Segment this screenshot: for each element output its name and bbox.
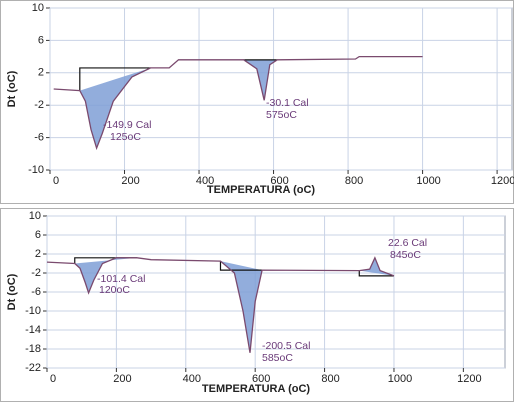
peak-annotation: -101.4 Cal [97, 273, 145, 285]
y-tick-label: -10 [28, 164, 44, 176]
peak-annotation: 22.6 Cal [388, 237, 427, 249]
x-axis-title: TEMPERATURA (oC) [207, 184, 315, 196]
x-tick-label: 200 [113, 373, 131, 385]
x-tick-label: 800 [345, 175, 363, 187]
y-tick-label: -2 [31, 267, 41, 279]
peak-area [74, 257, 138, 293]
peak-baseline [79, 67, 151, 91]
chart-panel: -10 -6 -2 2 6 10 0 200 400 600 800 1000 1200 TEMPERAT… [0, 0, 514, 204]
y-tick-label: -22 [25, 362, 41, 374]
x-tick-label: 1200 [457, 373, 481, 385]
y-tick-label: -10 [25, 305, 41, 317]
y-tick-label: -6 [31, 286, 41, 298]
peak-annotation: -149.9 Cal [103, 119, 151, 131]
x-tick-label: 1000 [416, 175, 440, 187]
y-tick-label: 2 [38, 67, 44, 79]
x-tick-label: 800 [321, 373, 339, 385]
x-tick-label: 1200 [491, 175, 514, 187]
peak-annotation: 845oC [390, 249, 421, 261]
dta-curve [53, 55, 423, 151]
peak-baseline [358, 270, 394, 277]
y-tick-label: 10 [29, 210, 41, 222]
y-tick-label: 6 [38, 34, 44, 46]
x-axis-title: TEMPERATURA (oC) [202, 383, 310, 395]
peak-annotation: 575oC [266, 109, 297, 121]
x-tick-label: 0 [50, 373, 56, 385]
dta-curve [46, 256, 395, 353]
x-tick-label: 600 [252, 373, 270, 385]
y-axis-title: Dt (oC) [6, 70, 18, 107]
x-tick-label: 1000 [388, 373, 412, 385]
y-tick-label: -2 [34, 99, 44, 111]
peak-annotation: -200.5 Cal [262, 340, 310, 352]
peak-area [79, 67, 151, 149]
x-tick-label: 400 [196, 175, 214, 187]
peak-baseline [219, 261, 263, 271]
x-tick-label: 0 [53, 175, 59, 187]
x-tick-label: 400 [183, 373, 201, 385]
y-axis-title: Dt (oC) [6, 273, 18, 310]
y-tick-label: 10 [32, 2, 44, 14]
peak-annotation: 120oC [99, 284, 130, 296]
peak-annotation: 125oC [110, 131, 141, 143]
x-tick-label: 200 [121, 175, 139, 187]
x-tick-label: 600 [270, 175, 288, 187]
y-tick-label: -18 [25, 343, 41, 355]
y-tick-label: 2 [35, 248, 41, 260]
y-tick-label: 6 [35, 229, 41, 241]
peak-area [359, 257, 394, 276]
peak-annotation: -30.1 Cal [266, 97, 309, 109]
y-tick-label: -6 [34, 132, 44, 144]
y-tick-label: -14 [25, 324, 41, 336]
peak-annotation: 585oC [262, 352, 293, 364]
